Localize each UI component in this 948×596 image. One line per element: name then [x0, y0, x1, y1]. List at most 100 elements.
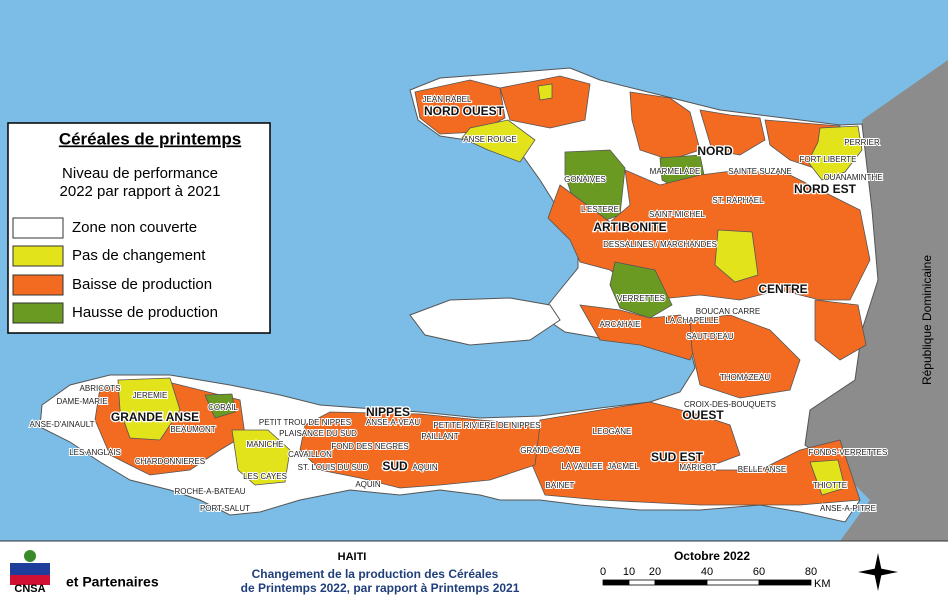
legend-label: Baisse de production: [72, 276, 212, 293]
commune-label: THOMAZEAU: [720, 373, 770, 382]
legend: Céréales de printemps Niveau de performa…: [7, 122, 271, 334]
zone: [499, 75, 591, 129]
commune-label: JEAN RABEL: [423, 95, 472, 104]
commune-label: PLAISANCE DU SUD: [279, 429, 357, 438]
scale-segment: [758, 579, 812, 586]
neighbor-label: République Dominicaine: [920, 255, 934, 385]
commune-label: BELLE ANSE: [738, 465, 786, 474]
zone: [699, 109, 766, 156]
region-label: NORD: [697, 144, 733, 158]
commune-label: PERRIER: [844, 138, 880, 147]
commune-label: ROCHE-A-BATEAU: [175, 487, 246, 496]
flag-top: [10, 563, 50, 575]
commune-label: FORT LIBERTE: [800, 155, 857, 164]
compass: [858, 553, 898, 591]
commune-label: SAUT-D'EAU: [686, 332, 734, 341]
commune-label: PAILLANT: [421, 432, 458, 441]
commune-label: OUANAMINTHE: [823, 173, 882, 182]
org: CNSA: [14, 583, 45, 595]
zone: [807, 125, 863, 181]
scale-tick-label: 60: [753, 566, 765, 578]
commune-label: BEAUMONT: [170, 425, 215, 434]
region-label: NIPPES: [366, 405, 410, 419]
commune-label: DAME-MARIE: [56, 397, 107, 406]
commune-label: PETITE RIVIERE DE NIPPES: [433, 421, 540, 430]
zone: [529, 401, 861, 506]
commune-label: PORT-SALUT: [200, 504, 250, 513]
zone: [537, 83, 553, 101]
commune-label: ANSE-D'AINAULT: [30, 420, 95, 429]
commune-label: ABRICOTS: [80, 384, 121, 393]
commune-label: LES CAYES: [243, 472, 287, 481]
dominican-republic: [805, 60, 948, 541]
legend-label: Pas de changement: [72, 247, 206, 264]
commune-label: AQUIN: [412, 463, 438, 472]
region-label: CENTRE: [758, 282, 807, 296]
commune-label: CAVAILLON: [288, 450, 332, 459]
legend-title: Céréales de printemps: [59, 129, 241, 148]
region-label: NORD EST: [794, 182, 857, 196]
commune-label: VERRETTES: [617, 294, 665, 303]
commune-label: ANSE-A-VEAU: [366, 418, 420, 427]
commune-label: JACMEL: [607, 462, 639, 471]
scale-segment: [628, 579, 656, 586]
commune-label: CROIX-DES-BOUQUETS: [684, 400, 776, 409]
scale-tick-label: 0: [600, 566, 606, 578]
legend-swatch: [12, 217, 64, 239]
commune-label: ARCAHAIE: [600, 320, 641, 329]
zone: [461, 119, 536, 163]
zone: [299, 411, 541, 489]
logo-tree: [24, 550, 36, 562]
legend-subtitle: Niveau de performance: [62, 165, 218, 182]
commune-label: MANICHE: [247, 440, 284, 449]
zone: [689, 314, 801, 399]
country: HAITI: [338, 551, 367, 563]
flag-bottom: [10, 575, 50, 585]
commune-label: PETIT TROU DE NIPPES: [259, 418, 351, 427]
region-label: NORD OUEST: [424, 104, 505, 118]
legend-label: Zone non couverte: [72, 219, 197, 236]
commune-label: FONDS-VERRETTES: [809, 448, 888, 457]
footer: CNSA et Partenaires HAITI Changement de …: [0, 540, 948, 596]
region-label: GRANDE ANSE: [111, 410, 199, 424]
legend-swatch: [12, 274, 64, 296]
region-label: SUD EST: [651, 450, 704, 464]
commune-label: THIOTTE: [813, 481, 847, 490]
commune-label: CORAIL: [208, 403, 238, 412]
commune-label: GONAIVES: [564, 175, 606, 184]
scale-segment: [602, 579, 630, 586]
commune-label: FOND DES NEGRES: [331, 442, 408, 451]
legend-swatch: [12, 245, 64, 267]
scale-unit: KM: [814, 578, 831, 590]
commune-label: L'ESTERE: [581, 205, 619, 214]
commune-label: LA CHAPELLE: [665, 316, 718, 325]
region-label: SUD: [382, 459, 408, 473]
region-label: OUEST: [682, 408, 724, 422]
zone: [204, 393, 236, 419]
commune-label: BOUCAN CARRE: [696, 307, 760, 316]
commune-label: MARMELADE: [650, 167, 701, 176]
region-label: ARTIBONITE: [593, 220, 666, 234]
commune-label: MARIGOT: [679, 463, 716, 472]
footer-title: de Printemps 2022, par rapport à Printem…: [241, 581, 520, 595]
commune-label: LEOGANE: [593, 427, 632, 436]
gonave-island: [409, 297, 561, 346]
commune-label: ST. RAPHAEL: [712, 196, 764, 205]
zone: [629, 91, 701, 161]
scale-segment: [706, 579, 760, 586]
footer-title: Changement de la production des Céréales: [252, 567, 499, 581]
zone: [117, 377, 181, 441]
zone: [714, 229, 759, 283]
commune-label: GRAND-GOAVE: [520, 446, 579, 455]
commune-label: SAINT-MICHEL: [649, 210, 706, 219]
commune-label: ANSE ROUGE: [463, 135, 516, 144]
footer-bg: [0, 541, 948, 596]
zone: [231, 429, 291, 486]
zone: [814, 299, 867, 361]
commune-label: JEREMIE: [133, 391, 168, 400]
legend-label: Hausse de production: [72, 304, 218, 321]
commune-label: SAINTE SUZANE: [728, 167, 792, 176]
scale-tick-label: 10: [623, 566, 635, 578]
commune-label: AQUIN: [355, 480, 381, 489]
